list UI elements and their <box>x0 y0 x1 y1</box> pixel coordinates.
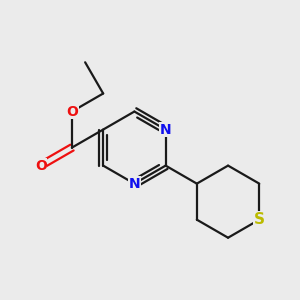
Text: S: S <box>254 212 265 227</box>
Text: N: N <box>129 177 140 190</box>
Text: N: N <box>160 123 171 136</box>
Text: O: O <box>66 104 78 118</box>
Text: O: O <box>35 159 47 172</box>
